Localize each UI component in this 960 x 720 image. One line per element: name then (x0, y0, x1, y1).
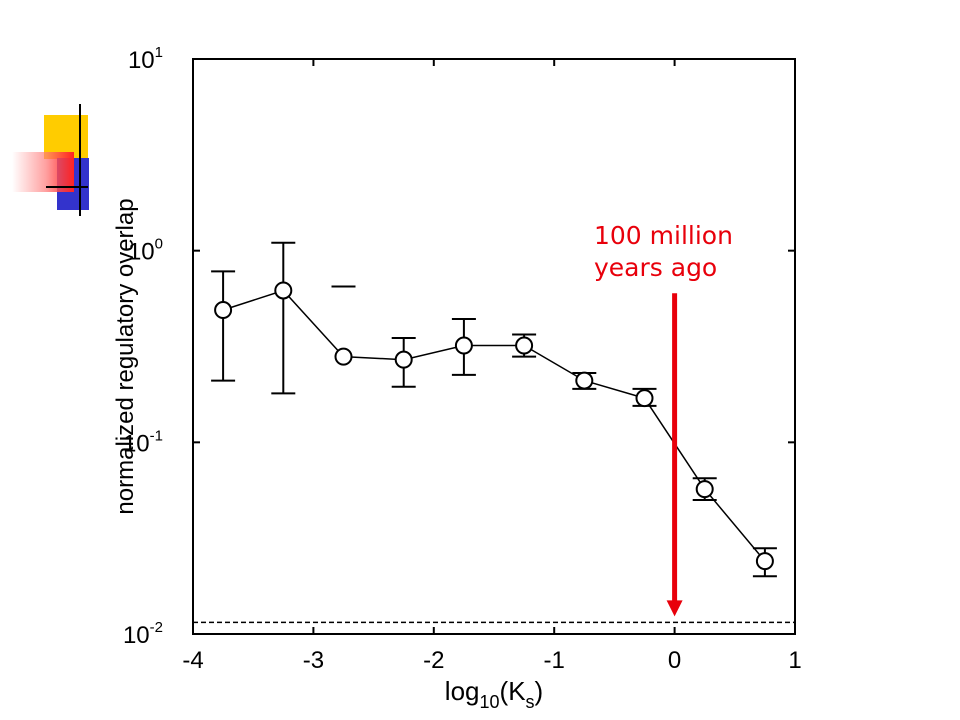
x-axis-label: log10(Ks) (445, 676, 543, 712)
data-point (214, 301, 233, 320)
decorative-horizontal-line (46, 186, 88, 188)
series-line (222, 289, 766, 562)
x-tick-label: 0 (668, 647, 681, 674)
annotation-line-2: years ago (594, 253, 718, 282)
data-point (454, 336, 473, 355)
y-tick-label: 101 (128, 44, 163, 74)
x-tick-label: -2 (423, 647, 444, 674)
data-point (334, 347, 353, 366)
x-tick-label: -3 (303, 647, 324, 674)
data-point (515, 336, 534, 355)
annotation-arrow-head (666, 600, 683, 617)
plot-frame (192, 58, 796, 635)
x-tick-label: 1 (788, 647, 801, 674)
data-point (755, 552, 774, 571)
y-tick-label: 10-2 (123, 619, 163, 649)
x-tick-label: -4 (182, 647, 203, 674)
annotation-text: 100 million years ago (594, 220, 733, 284)
y-axis-label: normalized regulatory overlap (112, 198, 139, 514)
annotation-line-1: 100 million (594, 221, 733, 250)
data-point (575, 371, 594, 390)
y-tick-label: 10-1 (123, 427, 163, 457)
red-gradient-square-decoration (12, 152, 74, 192)
x-tick-label: -1 (544, 647, 565, 674)
data-point (635, 389, 654, 408)
data-point (695, 480, 714, 499)
decorative-vertical-line (79, 104, 81, 216)
data-point (394, 350, 413, 369)
data-point (274, 281, 293, 300)
y-tick-label: 100 (128, 236, 163, 266)
